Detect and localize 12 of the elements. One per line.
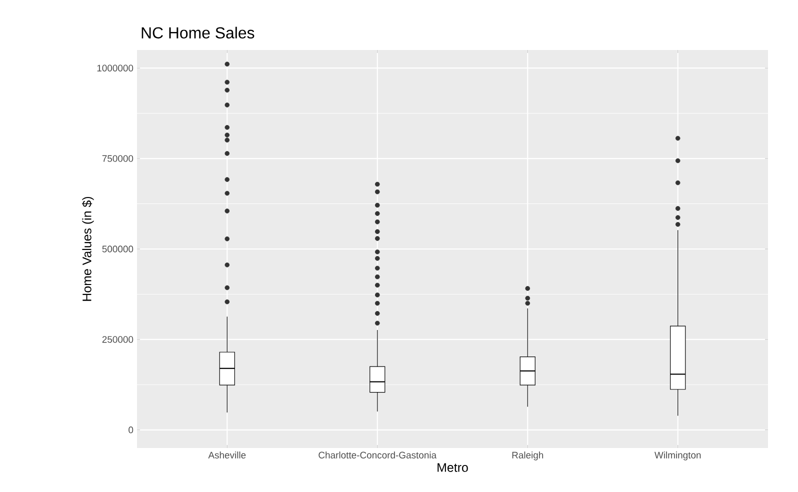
y-tick-label: 0 — [128, 426, 134, 434]
y-axis-title: Home Values (in $) — [82, 196, 94, 301]
x-tick-label: Wilmington — [654, 452, 701, 460]
y-tick-label: 750000 — [102, 155, 134, 162]
x-tick-label: Asheville — [208, 452, 246, 458]
y-tick-label: 250000 — [102, 336, 134, 343]
x-tick-label: Raleigh — [512, 452, 544, 460]
y-tick-label: 1000000 — [97, 64, 134, 72]
x-axis-title: Metro — [438, 463, 468, 472]
y-tick-label: 500000 — [102, 246, 134, 252]
x-tick-label: Charlotte-Concord-Gastonia — [318, 452, 437, 458]
chart-title: NC Home Sales — [142, 26, 254, 38]
